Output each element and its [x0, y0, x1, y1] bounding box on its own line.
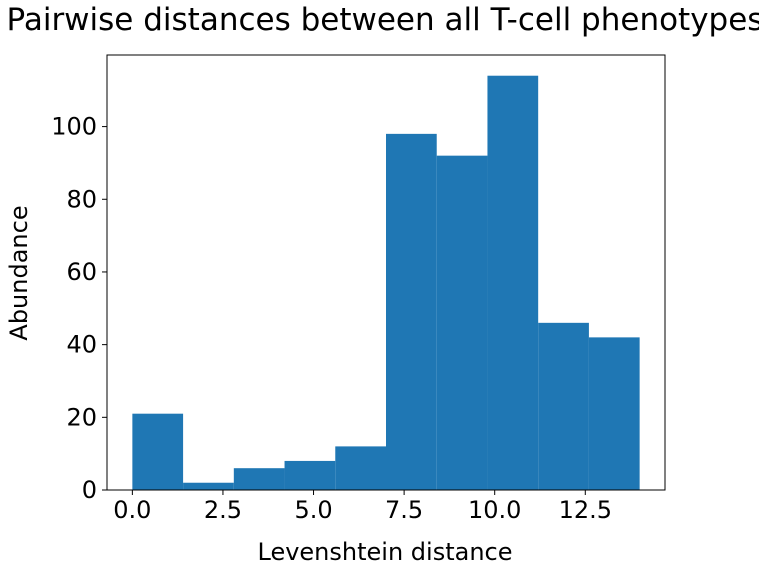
chart-title: Pairwise distances between all T-cell ph…: [7, 2, 759, 38]
histogram-bar: [284, 460, 336, 490]
histogram-bar: [588, 337, 640, 490]
y-tick-label: 60: [66, 258, 97, 286]
y-tick-label: 0: [82, 476, 97, 504]
x-axis-ticks: 0.0 2.5 5.0 7.5 10.0 12.5: [113, 490, 612, 524]
y-axis-ticks: 0 20 40 60 80 100: [51, 113, 107, 504]
y-tick-label: 20: [66, 403, 97, 431]
y-tick-label: 100: [51, 113, 97, 141]
histogram-bar: [538, 322, 589, 490]
histogram-bar: [183, 482, 234, 490]
x-axis-label: Levenshtein distance: [258, 538, 513, 566]
histogram-bar: [233, 468, 285, 490]
y-axis-label: Abundance: [5, 205, 33, 340]
histogram-bar: [386, 133, 437, 490]
plot-frame: [106, 54, 666, 491]
x-tick-label: 12.5: [559, 496, 612, 524]
x-tick-label: 10.0: [468, 496, 521, 524]
x-tick-label: 7.5: [385, 496, 423, 524]
histogram-bar: [487, 75, 539, 490]
histogram-bar: [132, 413, 184, 490]
histogram-bar: [335, 446, 386, 490]
x-tick-label: 0.0: [113, 496, 151, 524]
histogram-bar: [436, 155, 488, 490]
bars-group: [132, 75, 640, 490]
y-tick-label: 80: [66, 185, 97, 213]
y-tick-label: 40: [66, 331, 97, 359]
x-tick-label: 2.5: [204, 496, 242, 524]
x-tick-label: 5.0: [294, 496, 332, 524]
